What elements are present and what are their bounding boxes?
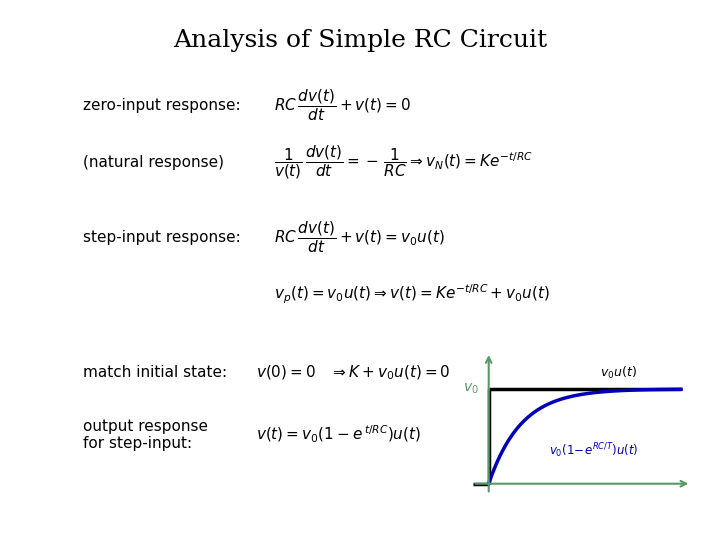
Text: $v_{p}(t) = v_0 u(t) \Rightarrow v(t) = Ke^{-t/RC} + v_0 u(t)$: $v_{p}(t) = v_0 u(t) \Rightarrow v(t) = …	[274, 282, 550, 306]
Text: $v_0u(t)$: $v_0u(t)$	[600, 365, 637, 381]
Text: match initial state:: match initial state:	[83, 365, 227, 380]
Text: Analysis of Simple RC Circuit: Analysis of Simple RC Circuit	[173, 29, 547, 52]
Text: step-input response:: step-input response:	[83, 230, 240, 245]
Text: output response
for step-input:: output response for step-input:	[83, 418, 208, 451]
Text: $\dfrac{1}{v(t)}\,\dfrac{dv(t)}{dt} = -\,\dfrac{1}{RC} \Rightarrow v_N(t) = Ke^{: $\dfrac{1}{v(t)}\,\dfrac{dv(t)}{dt} = -\…	[274, 143, 533, 181]
Text: $v_0$: $v_0$	[463, 382, 479, 396]
Text: $RC\,\dfrac{dv(t)}{dt} + v(t) = v_0 u(t)$: $RC\,\dfrac{dv(t)}{dt} + v(t) = v_0 u(t)…	[274, 220, 444, 255]
Text: $v_0(1\!-\!e^{RC/T})u(t)$: $v_0(1\!-\!e^{RC/T})u(t)$	[549, 442, 639, 460]
Text: $v(t) = v_0(1 - e^{\,t/RC})u(t)$: $v(t) = v_0(1 - e^{\,t/RC})u(t)$	[256, 424, 420, 446]
Text: (natural response): (natural response)	[83, 154, 224, 170]
Text: zero-input response:: zero-input response:	[83, 98, 240, 113]
Text: $RC\,\dfrac{dv(t)}{dt} + v(t) = 0$: $RC\,\dfrac{dv(t)}{dt} + v(t) = 0$	[274, 87, 411, 123]
Text: $v(0) = 0 \quad\Rightarrow K + v_0 u(t) = 0$: $v(0) = 0 \quad\Rightarrow K + v_0 u(t) …	[256, 363, 450, 382]
